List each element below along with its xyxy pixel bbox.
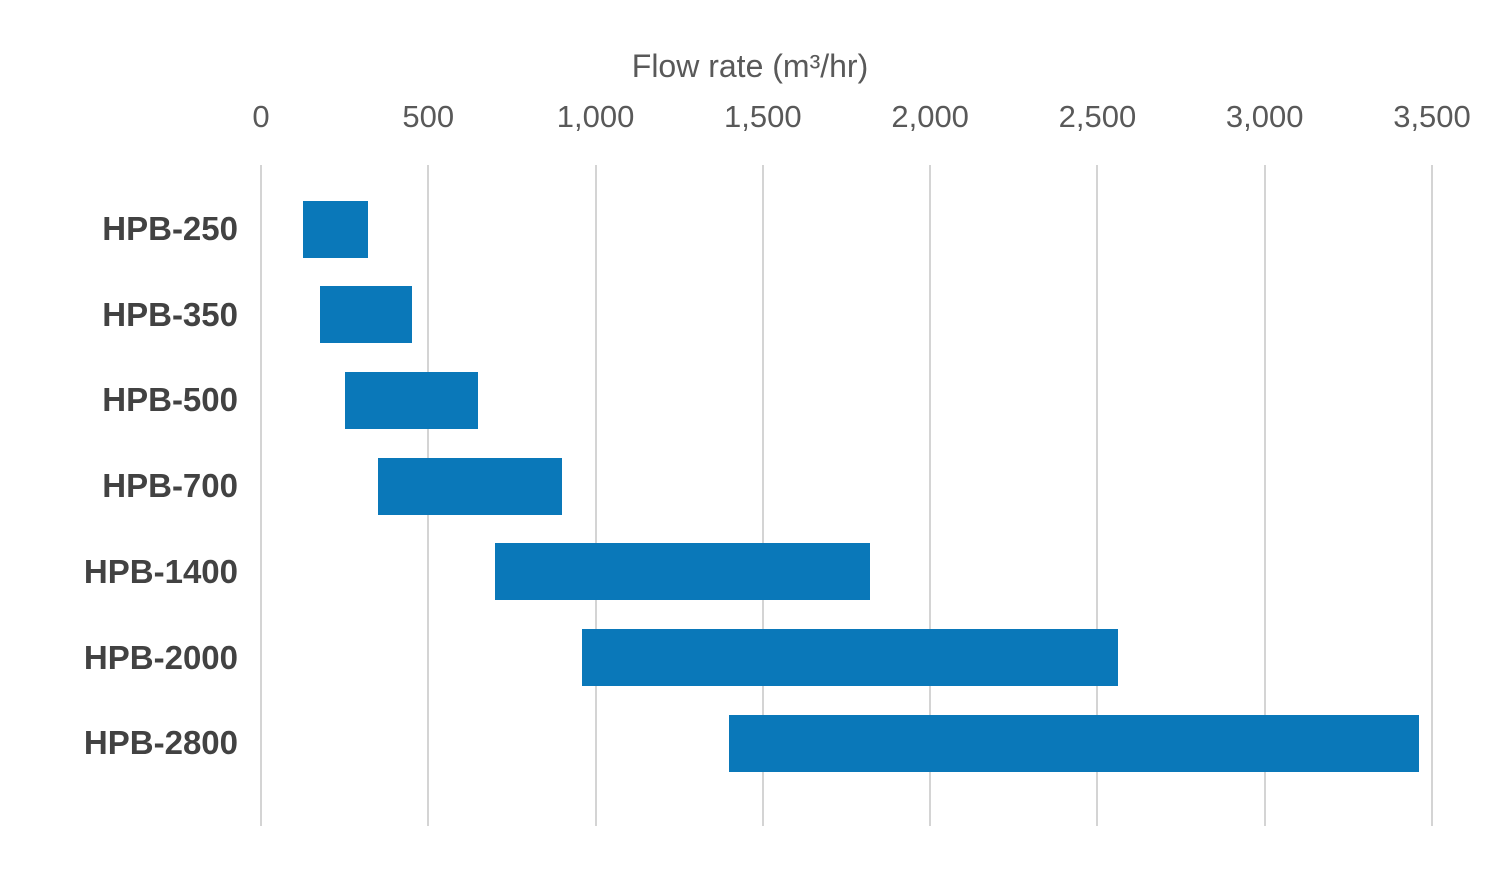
category-label-hpb-2800: HPB-2800 (83, 724, 238, 762)
x-axis-top: 0 500 1,000 1,500 2,000 2,500 3,000 3,500 (0, 0, 1500, 160)
category-label-hpb-700: HPB-700 (102, 467, 238, 505)
category-label-hpb-1400: HPB-1400 (83, 552, 238, 590)
category-label-hpb-2000: HPB-2000 (83, 638, 238, 676)
range-bar-hpb-500 (344, 371, 479, 429)
x-tick-label: 3,500 (1393, 99, 1471, 134)
gridline-x-3500 (1431, 165, 1433, 826)
gridline-x-2500 (1096, 165, 1099, 826)
category-label-hpb-350: HPB-350 (102, 295, 238, 333)
x-tick-label: 1,000 (556, 99, 635, 134)
range-bar-hpb-2800 (729, 714, 1419, 772)
x-tick-label: 0 (252, 99, 270, 134)
gridline-x-2000 (929, 165, 932, 826)
gridline-x-3000 (1263, 165, 1266, 826)
gridline-x-1000 (594, 165, 597, 826)
x-tick-label: 2,500 (1058, 99, 1137, 134)
category-axis: HPB-250 HPB-350 HPB-500 HPB-700 HPB-1400 HPB-… (0, 0, 240, 879)
plot-area (260, 165, 1433, 826)
range-bar-hpb-250 (302, 200, 369, 258)
range-bar-hpb-1400 (495, 543, 870, 601)
category-label-hpb-250: HPB-250 (102, 210, 238, 248)
range-bar-hpb-700 (378, 457, 563, 515)
gridline-x-0 (260, 165, 262, 826)
gridline-x-1500 (761, 165, 764, 826)
x-tick-label: 1,500 (724, 99, 802, 134)
chart-title: Flow rate (m³/hr) (631, 48, 869, 84)
x-tick-label: 2,000 (891, 99, 969, 134)
range-bar-hpb-350 (319, 286, 412, 344)
x-tick-label: 3,000 (1225, 99, 1304, 134)
category-label-hpb-500: HPB-500 (102, 381, 238, 419)
range-bar-hpb-2000 (582, 629, 1118, 687)
x-tick-label: 500 (402, 99, 455, 134)
